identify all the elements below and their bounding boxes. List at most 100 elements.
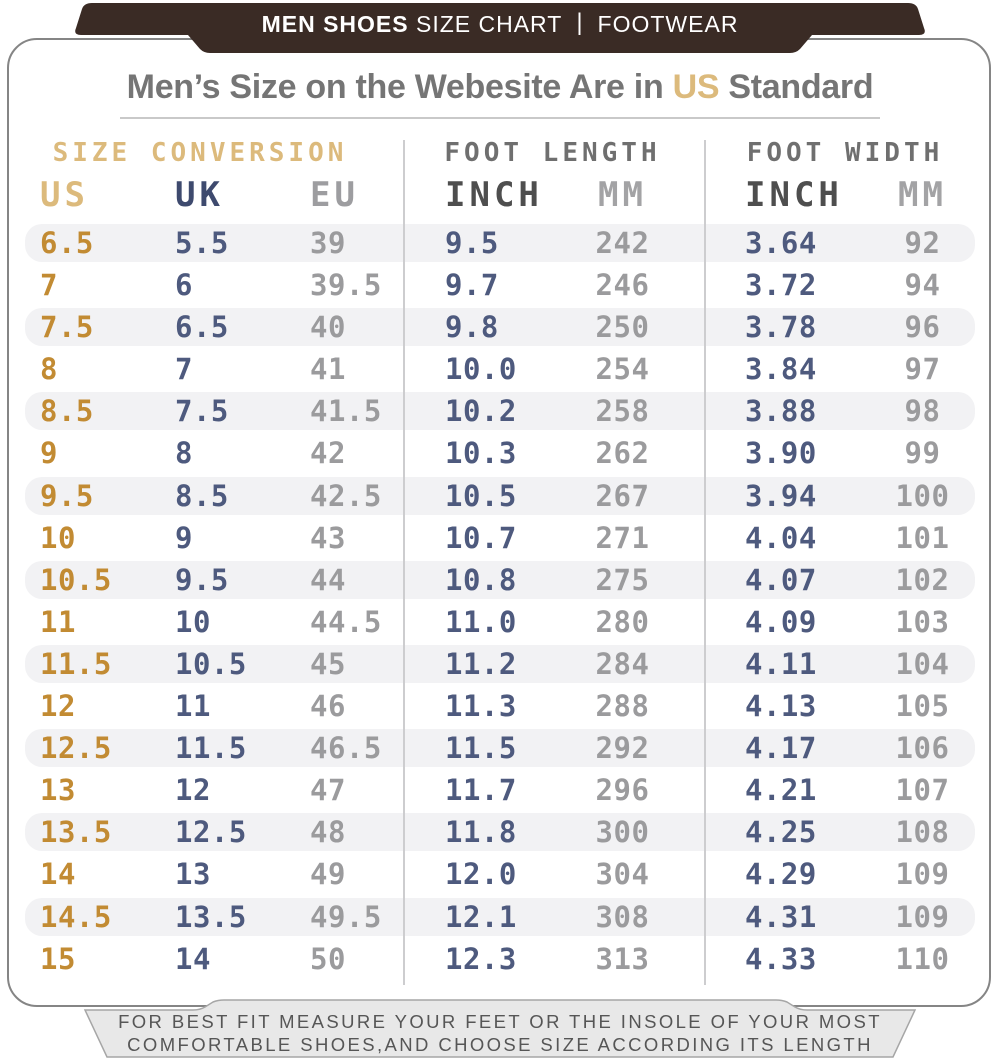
banner-title-bold: MEN SHOES bbox=[261, 10, 409, 37]
cell-inch-width: 4.11 bbox=[745, 646, 817, 681]
cell-uk: 10.5 bbox=[175, 646, 247, 681]
table-rows: 6.5 5.5 39 9.5 242 3.64 92 7 6 39.5 9.7 … bbox=[25, 222, 975, 980]
footer-line-1: FOR BEST FIT MEASURE YOUR FEET OR THE IN… bbox=[118, 1011, 882, 1032]
bottom-banner-ribbon bbox=[83, 999, 917, 1058]
cell-mm-width: 110 bbox=[895, 941, 950, 976]
table-row: 7 6 39.5 9.7 246 3.72 94 bbox=[25, 264, 975, 306]
cell-us: 12 bbox=[40, 689, 76, 724]
group-header-size-conversion: SIZE CONVERSION bbox=[52, 138, 348, 168]
col-header-us: US bbox=[40, 175, 89, 215]
cell-uk: 8 bbox=[175, 436, 193, 471]
cell-inch-width: 3.94 bbox=[745, 478, 817, 513]
cell-inch-length: 11.0 bbox=[445, 604, 517, 639]
cell-inch-width: 4.21 bbox=[745, 773, 817, 808]
table-row: 9 8 42 10.3 262 3.90 99 bbox=[25, 432, 975, 474]
cell-mm-length: 254 bbox=[595, 352, 650, 387]
cell-us: 13 bbox=[40, 773, 76, 808]
col-header-eu: EU bbox=[310, 175, 359, 215]
cell-inch-width: 4.04 bbox=[745, 520, 817, 555]
cell-mm-length: 284 bbox=[595, 646, 650, 681]
cell-inch-width: 4.17 bbox=[745, 731, 817, 766]
group-header-foot-width: FOOT WIDTH bbox=[746, 138, 944, 168]
cell-eu: 48 bbox=[310, 815, 346, 850]
cell-uk: 11 bbox=[175, 689, 211, 724]
cell-eu: 47 bbox=[310, 773, 346, 808]
cell-us: 6.5 bbox=[40, 226, 94, 260]
cell-us: 7 bbox=[40, 268, 58, 303]
top-banner-ribbon bbox=[75, 3, 925, 53]
cell-inch-width: 3.84 bbox=[745, 352, 817, 387]
cell-us: 14.5 bbox=[40, 899, 112, 934]
cell-mm-length: 250 bbox=[595, 310, 650, 345]
footer-note: FOR BEST FIT MEASURE YOUR FEET OR THE IN… bbox=[0, 1011, 1000, 1056]
cell-mm-width: 97 bbox=[904, 352, 941, 387]
table-row: 15 14 50 12.3 313 4.33 110 bbox=[25, 938, 975, 980]
cell-us: 12.5 bbox=[40, 731, 112, 766]
cell-mm-width: 99 bbox=[904, 436, 941, 471]
cell-mm-length: 262 bbox=[595, 436, 650, 471]
title-suffix: Standard bbox=[719, 68, 874, 106]
cell-inch-width: 4.29 bbox=[745, 857, 817, 892]
col-header-uk: UK bbox=[175, 175, 224, 215]
cell-mm-length: 242 bbox=[595, 226, 650, 260]
footer-line-2: COMFORTABLE SHOES,AND CHOOSE SIZE ACCORD… bbox=[127, 1033, 873, 1055]
cell-eu: 42.5 bbox=[310, 478, 382, 513]
table-row: 7.5 6.5 40 9.8 250 3.78 96 bbox=[25, 306, 975, 348]
cell-eu: 43 bbox=[310, 520, 346, 555]
cell-uk: 5.5 bbox=[175, 226, 229, 260]
cell-us: 10.5 bbox=[40, 562, 112, 597]
table-row: 6.5 5.5 39 9.5 242 3.64 92 bbox=[25, 222, 975, 264]
cell-inch-length: 11.5 bbox=[445, 731, 517, 766]
cell-uk: 9 bbox=[175, 520, 193, 555]
cell-eu: 39 bbox=[310, 226, 346, 260]
cell-inch-length: 9.5 bbox=[445, 226, 499, 260]
cell-mm-length: 246 bbox=[595, 268, 650, 303]
cell-inch-length: 11.7 bbox=[445, 773, 517, 808]
banner-title-regular: SIZE CHART bbox=[408, 10, 563, 37]
cell-us: 8.5 bbox=[40, 394, 94, 429]
table-row: 8 7 41 10.0 254 3.84 97 bbox=[25, 348, 975, 390]
cell-eu: 46.5 bbox=[310, 731, 382, 766]
cell-inch-length: 10.8 bbox=[445, 562, 517, 597]
table-row: 14 13 49 12.0 304 4.29 109 bbox=[25, 853, 975, 895]
cell-uk: 9.5 bbox=[175, 562, 229, 597]
column-headers: US UK EU INCH MM INCH MM bbox=[25, 172, 975, 218]
cell-inch-width: 4.09 bbox=[745, 604, 817, 639]
cell-eu: 41 bbox=[310, 352, 346, 387]
cell-uk: 14 bbox=[175, 941, 211, 976]
cell-us: 7.5 bbox=[40, 310, 94, 345]
cell-inch-width: 3.72 bbox=[745, 268, 817, 303]
cell-inch-length: 10.3 bbox=[445, 436, 517, 471]
cell-us: 9 bbox=[40, 436, 58, 471]
cell-us: 11.5 bbox=[40, 646, 112, 681]
cell-eu: 42 bbox=[310, 436, 346, 471]
cell-mm-length: 267 bbox=[595, 478, 650, 513]
col-header-mm-width: MM bbox=[898, 175, 947, 215]
cell-mm-width: 96 bbox=[904, 310, 941, 345]
cell-us: 15 bbox=[40, 941, 76, 976]
cell-us: 14 bbox=[40, 857, 76, 892]
cell-inch-length: 12.3 bbox=[445, 941, 517, 976]
group-header-foot-length: FOOT LENGTH bbox=[444, 138, 661, 168]
banner-right-label: FOOTWEAR bbox=[597, 10, 739, 37]
column-divider-2 bbox=[704, 140, 706, 985]
cell-eu: 41.5 bbox=[310, 394, 382, 429]
cell-eu: 46 bbox=[310, 689, 346, 724]
table-row: 9.5 8.5 42.5 10.5 267 3.94 100 bbox=[25, 475, 975, 517]
cell-us: 13.5 bbox=[40, 815, 112, 850]
title-underline bbox=[120, 117, 880, 119]
cell-eu: 50 bbox=[310, 941, 346, 976]
cell-mm-length: 271 bbox=[595, 520, 650, 555]
page-title: Men’s Size on the Webesite Are in US Sta… bbox=[0, 68, 1000, 107]
cell-uk: 13 bbox=[175, 857, 211, 892]
table-row: 13.5 12.5 48 11.8 300 4.25 108 bbox=[25, 811, 975, 853]
cell-mm-length: 308 bbox=[595, 899, 650, 934]
cell-uk: 7.5 bbox=[175, 394, 229, 429]
cell-us: 8 bbox=[40, 352, 58, 387]
title-prefix: Men’s Size on the Webesite Are in bbox=[126, 68, 673, 106]
cell-mm-length: 258 bbox=[595, 394, 650, 429]
cell-mm-width: 102 bbox=[895, 562, 950, 597]
cell-mm-width: 103 bbox=[895, 604, 950, 639]
cell-inch-length: 11.8 bbox=[445, 815, 517, 850]
